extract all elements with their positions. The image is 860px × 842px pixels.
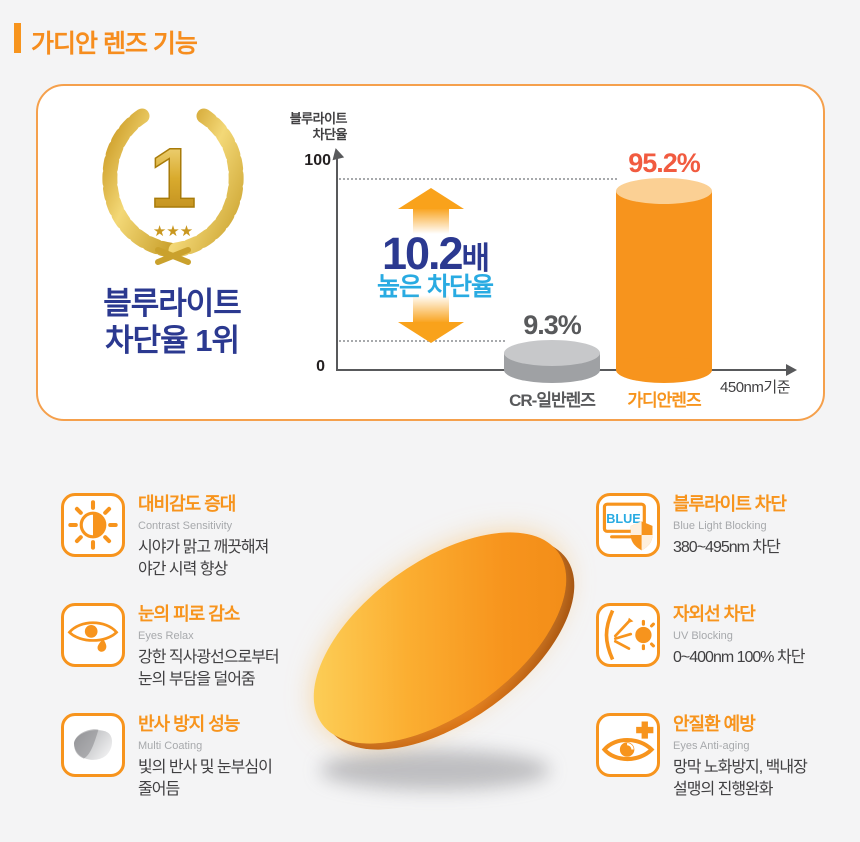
chart-y-axis-title: 블루라이트 차단율 [289,111,348,142]
feature-anti-aging-title: 안질환 예방 [673,714,756,734]
feature-uv-blocking-subtitle: UV Blocking [673,630,733,642]
feature-eyes-relax-subtitle: Eyes Relax [138,630,194,642]
svg-text:BLUE: BLUE [606,512,641,526]
header-accent-bar [14,23,21,53]
uv-block-icon [596,603,660,667]
feature-blue-light-title: 블루라이트 차단 [673,494,787,514]
rank-number: 1 [150,131,197,225]
feature-anti-aging: 안질환 예방 Eyes Anti-aging 망막 노화방지, 백내장 설맹의 … [673,710,860,801]
award-caption-line1: 블루라이트 [103,286,242,321]
feature-eyes-relax-title: 눈의 피로 감소 [138,604,240,624]
y-tick-100: 100 [304,152,331,169]
feature-contrast-desc: 시야가 맑고 깨끗해져 야간 시력 향상 [138,539,269,578]
x-axis-arrowhead-icon [786,364,797,376]
category-label-guardian-lens: 가디안렌즈 [627,391,701,410]
feature-contrast-title: 대비감도 증대 [138,494,236,514]
down-arrow-icon [398,322,464,343]
value-label-guardian-lens: 95.2% [628,148,701,179]
contrast-sun-icon [61,493,125,557]
feature-blue-light-desc: 380~495nm 차단 [673,539,781,556]
page-title: 가디안 렌즈 기능 [31,30,198,58]
lens-coating-icon [61,713,125,777]
feature-contrast-subtitle: Contrast Sensitivity [138,520,233,532]
bar-cr-normal-lens [504,339,600,383]
feature-eyes-relax-desc: 강한 직사광선으로부터 눈의 부담을 덜어줌 [138,649,280,688]
gold-laurel-wreath-rank1: 1 ★★★ [102,108,244,265]
up-arrow-tail [413,208,449,234]
annotation-multiplier: 10.2배 [340,228,530,280]
eye-plus-icon [596,713,660,777]
bar-guardian-lens [616,178,712,383]
multiplier-unit: 배 [461,241,490,276]
y-tick-0: 0 [316,358,325,375]
orange-lens-image [277,490,611,792]
feature-uv-blocking-desc: 0~400nm 100% 차단 [673,649,805,666]
multiplier-number: 10.2 [381,228,464,279]
feature-multi-coating-subtitle: Multi Coating [138,740,203,752]
feature-anti-aging-subtitle: Eyes Anti-aging [673,740,750,752]
y-axis-line [336,158,338,370]
monitor-shield-icon: BLUE [596,493,660,557]
lens-shadow [320,750,550,790]
feature-anti-aging-desc: 망막 노화방지, 백내장 설맹의 진행완화 [673,759,808,798]
feature-blue-light-subtitle: Blue Light Blocking [673,520,767,532]
feature-multi-coating-desc: 빛의 반사 및 눈부심이 줄어듬 [138,759,273,798]
feature-uv-blocking: 자외선 차단 UV Blocking 0~400nm 100% 차단 [673,600,860,669]
feature-multi-coating: 반사 방지 성능 Multi Coating 빛의 반사 및 눈부심이 줄어듬 [138,710,338,801]
category-label-cr-lens: CR-일반렌즈 [509,391,596,410]
feature-uv-blocking-title: 자외선 차단 [673,604,756,624]
eye-tear-icon [61,603,125,667]
x-axis-note: 450nm기준 [720,379,790,396]
feature-contrast: 대비감도 증대 Contrast Sensitivity 시야가 맑고 깨끗해져… [138,490,338,581]
value-label-cr-lens: 9.3% [523,309,582,340]
award-caption-line2: 차단율 1위 [105,323,240,358]
up-arrow-icon [398,188,464,209]
feature-eyes-relax: 눈의 피로 감소 Eyes Relax 강한 직사광선으로부터 눈의 부담을 덜… [138,600,338,691]
wreath-stars: ★★★ [153,223,193,240]
feature-multi-coating-title: 반사 방지 성능 [138,714,240,734]
guide-line-high [339,178,617,181]
down-arrow-tail [413,295,449,323]
feature-blue-light: 블루라이트 차단 Blue Light Blocking 380~495nm 차… [673,490,860,559]
